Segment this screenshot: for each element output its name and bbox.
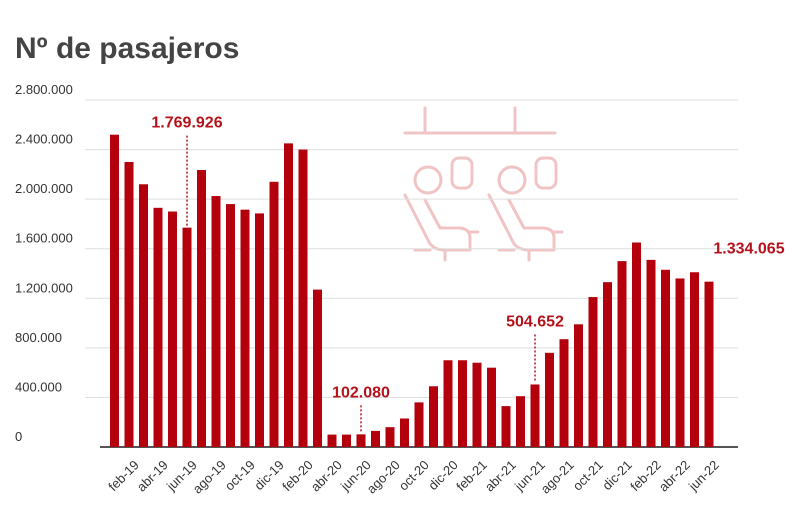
- bar: [356, 434, 366, 447]
- y-tick-label: 2.000.000: [15, 181, 73, 196]
- x-tick-label: abr-21: [482, 457, 519, 494]
- bar: [501, 406, 511, 447]
- value-label: 1.334.065: [713, 241, 784, 258]
- bar: [559, 339, 569, 447]
- bar: [385, 427, 395, 447]
- x-tick-label: feb-22: [627, 457, 664, 494]
- y-tick-label: 400.000: [15, 379, 62, 394]
- x-tick-label: oct-19: [222, 457, 258, 493]
- bar: [704, 281, 714, 447]
- bar: [226, 204, 235, 447]
- bar: [414, 402, 424, 447]
- bar: [530, 384, 540, 447]
- x-tick-label: dic-21: [599, 457, 635, 493]
- y-tick-label: 2.800.000: [15, 82, 73, 97]
- bar: [545, 352, 554, 447]
- bar: [255, 213, 264, 447]
- value-label: 102.080: [332, 384, 390, 401]
- seats-icon: [403, 106, 564, 262]
- bar: [269, 181, 279, 448]
- bar: [632, 242, 641, 447]
- x-tick-label: oct-21: [570, 457, 606, 493]
- bar: [574, 324, 583, 447]
- bar: [182, 227, 192, 447]
- bar: [298, 149, 308, 448]
- bar: [400, 418, 409, 447]
- x-tick-label: dic-20: [425, 457, 461, 493]
- bar: [371, 430, 380, 447]
- value-label: 504.652: [506, 313, 564, 330]
- bar: [240, 209, 250, 447]
- bar: [153, 207, 163, 447]
- x-tick-label: dic-19: [251, 457, 287, 493]
- bar: [211, 196, 221, 447]
- bar: [139, 184, 148, 447]
- bar: [124, 161, 134, 447]
- y-tick-label: 1.600.000: [15, 231, 73, 246]
- y-tick-label: 800.000: [15, 330, 62, 345]
- x-tick-label: oct-20: [396, 457, 432, 493]
- x-tick-label: ago-21: [538, 457, 577, 496]
- bar: [472, 362, 482, 447]
- bar: [675, 278, 685, 447]
- bar: [168, 211, 177, 447]
- x-tick-label: feb-19: [105, 457, 142, 494]
- chart-title: Nº de pasajeros: [15, 32, 239, 65]
- bar: [516, 396, 525, 447]
- x-tick-label: abr-19: [134, 457, 171, 494]
- value-label: 1.769.926: [151, 115, 222, 132]
- x-tick-label: ago-19: [190, 457, 229, 496]
- bar: [617, 261, 627, 447]
- x-tick-label: feb-21: [453, 457, 490, 494]
- x-tick-label: abr-20: [308, 457, 345, 494]
- bar: [197, 170, 206, 447]
- bar: [646, 259, 656, 447]
- bar: [458, 360, 467, 447]
- bar: [110, 134, 119, 447]
- x-tick-label: abr-22: [656, 457, 693, 494]
- y-tick-label: 1.200.000: [15, 280, 73, 295]
- bar: [588, 297, 598, 447]
- x-tick-label: feb-20: [279, 457, 316, 494]
- x-tick-label: jun-22: [685, 457, 722, 494]
- bar: [313, 289, 322, 447]
- bar: [342, 434, 351, 447]
- y-tick-label: 2.400.000: [15, 132, 73, 147]
- y-tick-label: 0: [15, 429, 22, 444]
- bar: [661, 269, 670, 447]
- bar: [690, 272, 699, 447]
- x-tick-label: ago-20: [364, 457, 403, 496]
- bar: [603, 282, 612, 447]
- bar: [327, 434, 337, 447]
- bar: [487, 367, 496, 447]
- bar: [429, 386, 438, 447]
- bar: [284, 143, 293, 447]
- bar: [443, 360, 453, 447]
